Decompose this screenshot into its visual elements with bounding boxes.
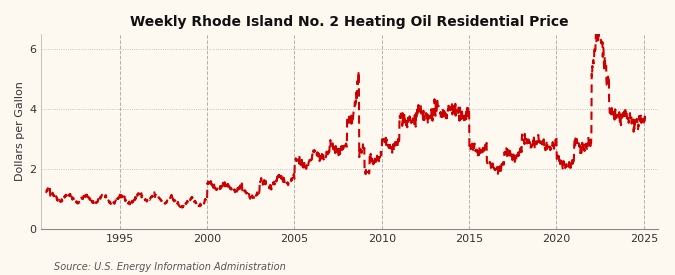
Y-axis label: Dollars per Gallon: Dollars per Gallon (15, 82, 25, 182)
Text: Source: U.S. Energy Information Administration: Source: U.S. Energy Information Administ… (54, 262, 286, 272)
Title: Weekly Rhode Island No. 2 Heating Oil Residential Price: Weekly Rhode Island No. 2 Heating Oil Re… (130, 15, 569, 29)
